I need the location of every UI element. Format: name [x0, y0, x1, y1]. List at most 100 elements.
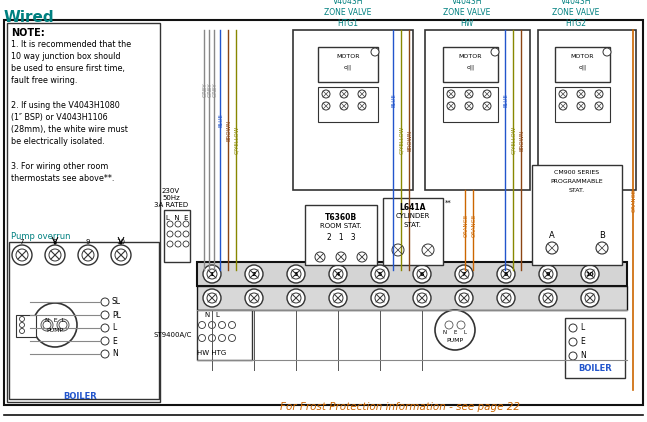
Text: N: N	[443, 330, 447, 335]
Circle shape	[581, 289, 599, 307]
Text: HW HTG: HW HTG	[197, 350, 226, 356]
Text: 8: 8	[53, 239, 57, 245]
Circle shape	[59, 321, 67, 329]
Circle shape	[329, 289, 347, 307]
Circle shape	[245, 289, 263, 307]
Circle shape	[322, 102, 330, 110]
Text: Pump overrun: Pump overrun	[11, 232, 71, 241]
Bar	[555, 47, 610, 82]
Bar	[164, 210, 190, 262]
Circle shape	[559, 102, 567, 110]
Bar	[305, 205, 377, 265]
Text: PL: PL	[112, 311, 121, 319]
Circle shape	[585, 269, 595, 279]
Circle shape	[569, 324, 577, 332]
Bar	[443, 47, 498, 82]
Circle shape	[101, 311, 109, 319]
Text: For Frost Protection information - see page 22: For Frost Protection information - see p…	[280, 402, 520, 412]
Text: CYLINDER: CYLINDER	[396, 213, 430, 219]
Circle shape	[483, 90, 491, 98]
Text: ORANGE: ORANGE	[463, 214, 468, 237]
Text: 2: 2	[252, 271, 256, 276]
Circle shape	[167, 241, 173, 247]
Text: BROWN: BROWN	[408, 130, 413, 151]
Text: L: L	[463, 330, 466, 335]
Text: 7: 7	[462, 271, 466, 276]
Bar	[7, 23, 160, 402]
Circle shape	[543, 293, 553, 303]
Text: 1. It is recommended that the
10 way junction box should
be used to ensure first: 1. It is recommended that the 10 way jun…	[11, 40, 131, 183]
Circle shape	[208, 335, 215, 341]
Circle shape	[577, 90, 585, 98]
Text: G/YELLOW: G/YELLOW	[234, 126, 239, 154]
Circle shape	[413, 265, 431, 283]
Text: 6: 6	[420, 271, 424, 276]
Circle shape	[569, 338, 577, 346]
Circle shape	[392, 244, 404, 256]
Text: 8: 8	[504, 271, 508, 276]
Bar	[565, 318, 625, 378]
Bar	[383, 198, 443, 265]
Text: PROGRAMMABLE: PROGRAMMABLE	[551, 179, 603, 184]
Circle shape	[175, 221, 181, 227]
Text: STAT.: STAT.	[569, 188, 585, 193]
Circle shape	[585, 293, 595, 303]
Circle shape	[603, 48, 611, 56]
Text: BROWN: BROWN	[226, 119, 232, 141]
Text: N: N	[204, 312, 210, 318]
Circle shape	[357, 252, 367, 262]
Text: 10: 10	[116, 239, 126, 245]
Circle shape	[203, 265, 221, 283]
Circle shape	[546, 242, 558, 254]
Text: ORANGE: ORANGE	[472, 214, 476, 237]
Circle shape	[333, 269, 343, 279]
Text: ORANGE: ORANGE	[631, 188, 637, 211]
Text: BLUE: BLUE	[219, 113, 223, 127]
Text: G/YELLOW: G/YELLOW	[399, 126, 404, 154]
Text: BROWN: BROWN	[520, 130, 525, 151]
Text: N: N	[112, 349, 118, 359]
Circle shape	[465, 102, 473, 110]
Circle shape	[539, 289, 557, 307]
Circle shape	[491, 48, 499, 56]
Text: E: E	[454, 330, 457, 335]
Text: MOTOR: MOTOR	[571, 54, 594, 60]
Text: SL: SL	[112, 298, 121, 306]
Circle shape	[175, 231, 181, 237]
Circle shape	[249, 269, 259, 279]
Text: V4043H
ZONE VALVE
HTG1: V4043H ZONE VALVE HTG1	[324, 0, 371, 28]
Text: Wired: Wired	[4, 10, 54, 25]
Circle shape	[543, 269, 553, 279]
Circle shape	[413, 289, 431, 307]
Circle shape	[19, 322, 25, 327]
Text: 9: 9	[546, 271, 550, 276]
Circle shape	[336, 252, 346, 262]
Circle shape	[371, 48, 379, 56]
Circle shape	[455, 289, 473, 307]
Circle shape	[111, 245, 131, 265]
Circle shape	[333, 293, 343, 303]
Bar	[538, 30, 636, 190]
Text: BOILER: BOILER	[63, 392, 97, 401]
Text: 230V
50Hz
3A RATED: 230V 50Hz 3A RATED	[154, 188, 188, 208]
Text: L  N  E: L N E	[166, 215, 188, 221]
Circle shape	[559, 90, 567, 98]
Circle shape	[41, 319, 53, 331]
Circle shape	[101, 324, 109, 332]
Circle shape	[483, 102, 491, 110]
Text: G/YELLOW: G/YELLOW	[512, 126, 516, 154]
Circle shape	[228, 335, 236, 341]
Circle shape	[417, 269, 427, 279]
Circle shape	[208, 322, 215, 328]
Circle shape	[199, 322, 206, 328]
Text: o||: o||	[578, 64, 587, 70]
Circle shape	[19, 328, 25, 333]
Circle shape	[101, 350, 109, 358]
Text: BLUE: BLUE	[391, 93, 397, 107]
Circle shape	[371, 289, 389, 307]
Text: 4: 4	[336, 271, 340, 276]
Circle shape	[199, 335, 206, 341]
Text: 2   1   3: 2 1 3	[327, 233, 355, 242]
Text: 7: 7	[20, 239, 24, 245]
Bar	[425, 30, 530, 190]
